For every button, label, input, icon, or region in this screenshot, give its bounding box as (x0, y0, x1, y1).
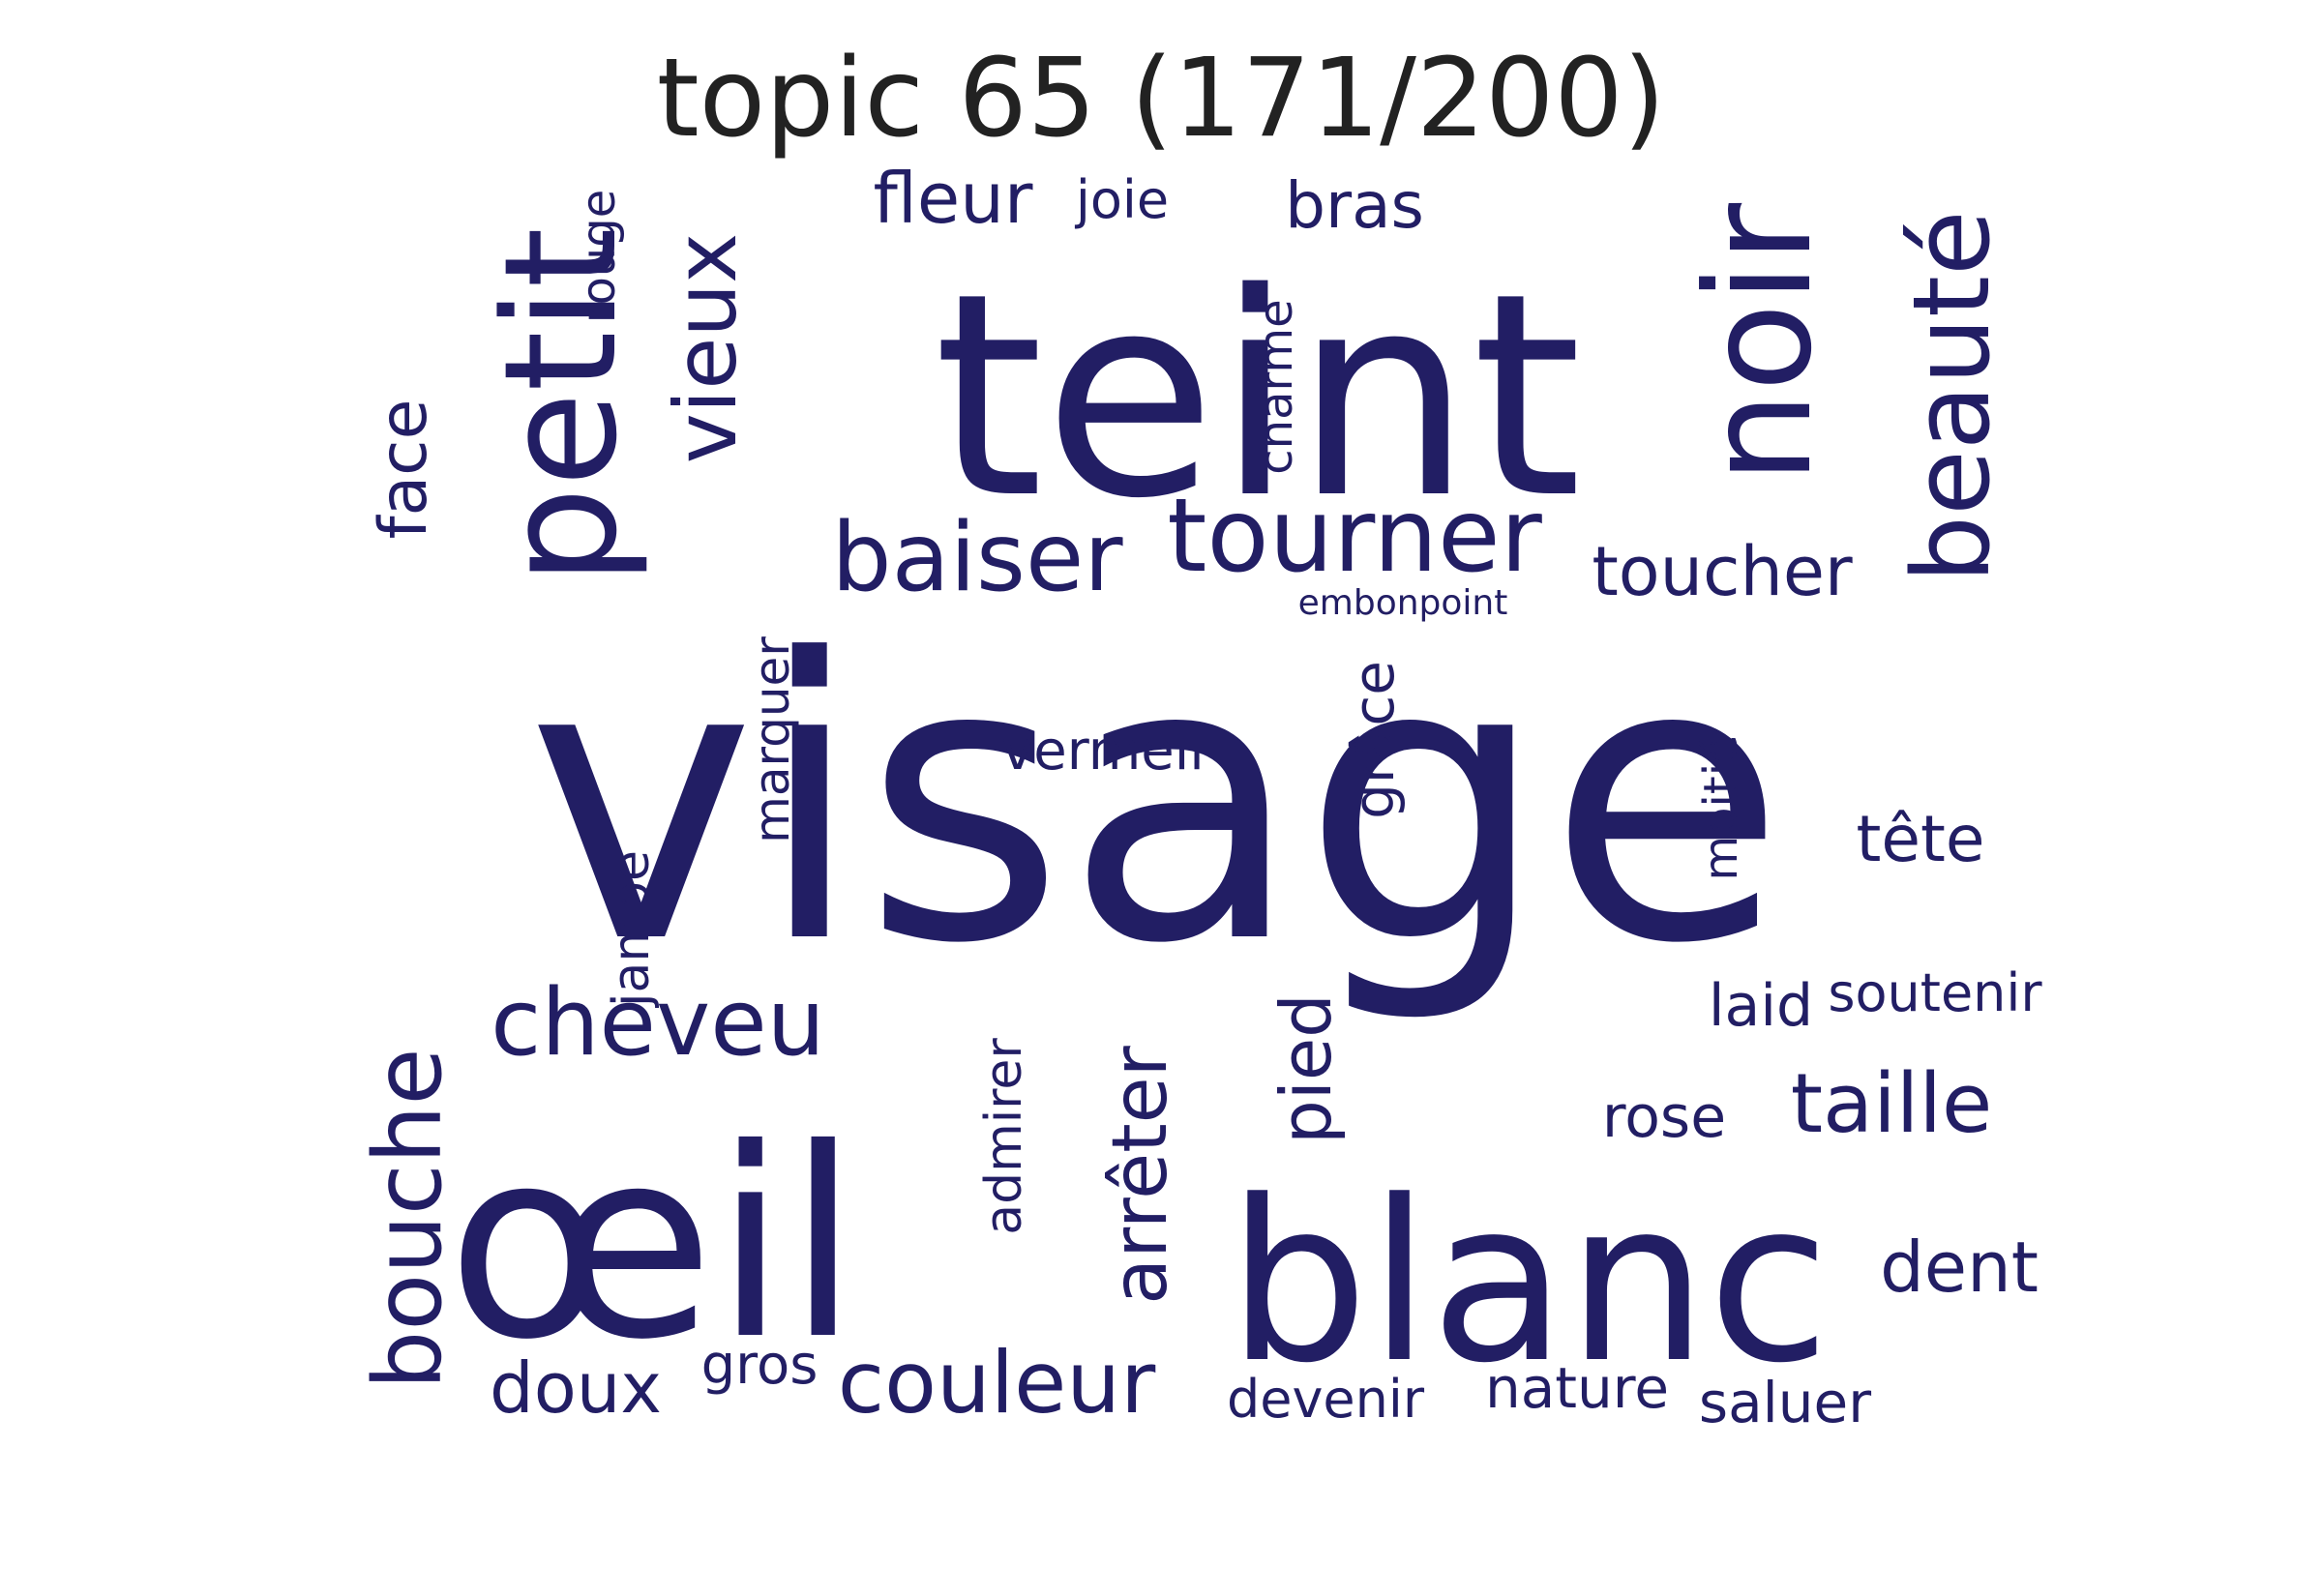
cloud-word: tourner (1167, 477, 1542, 595)
cloud-word: devenir (1227, 1369, 1425, 1430)
cloud-word: saluer (1699, 1370, 1871, 1435)
cloud-word: dent (1880, 1227, 2039, 1308)
cloud-word: pied (1265, 993, 1347, 1144)
cloud-word: jambe (603, 850, 661, 1008)
cloud-word: fleur (874, 158, 1033, 239)
cloud-word: arrêter (1097, 1045, 1184, 1304)
cloud-word: bras (1285, 168, 1424, 243)
cloud-word: charme (1249, 299, 1303, 474)
cloud-word: blanc (1227, 1154, 1830, 1412)
cloud-word: toucher (1592, 532, 1853, 611)
cloud-word: beauté (1890, 210, 2013, 582)
cloud-word: vermeil (1001, 720, 1205, 783)
cloud-word: moitié (1694, 734, 1748, 880)
cloud-word: joie (1075, 169, 1169, 230)
cloud-word: doux (490, 1347, 662, 1429)
cloud-word: taille (1791, 1056, 1993, 1152)
cloud-word: teint (934, 234, 1582, 560)
cloud-word: rouge (572, 190, 626, 323)
cloud-word: tête (1857, 802, 1985, 876)
cloud-word: laid (1709, 972, 1813, 1040)
cloud-word: nature (1485, 1355, 1669, 1421)
cloud-word: noir (1676, 203, 1844, 485)
cloud-word: vieux (656, 233, 756, 464)
cloud-word: couleur (838, 1333, 1156, 1433)
cloud-word: visage (526, 578, 1785, 1028)
cloud-word: baiser (831, 503, 1123, 613)
cloud-word: admirer (975, 1038, 1033, 1235)
cloud-word: marquer (744, 636, 800, 843)
cloud-word: gros (701, 1334, 819, 1397)
cloud-word: bouche (354, 1048, 462, 1389)
cloud-word: œil (447, 1092, 859, 1397)
cloud-word: rose (1602, 1083, 1726, 1151)
cloud-word: petit (470, 227, 651, 585)
cloud-title: topic 65 (171/200) (657, 36, 1666, 162)
cloud-word: soutenir (1828, 962, 2042, 1023)
cloud-word: face (366, 399, 442, 540)
cloud-word: cheveu (491, 970, 825, 1077)
cloud-word: embonpoint (1298, 583, 1508, 623)
cloud-word: grâce (1341, 661, 1407, 819)
